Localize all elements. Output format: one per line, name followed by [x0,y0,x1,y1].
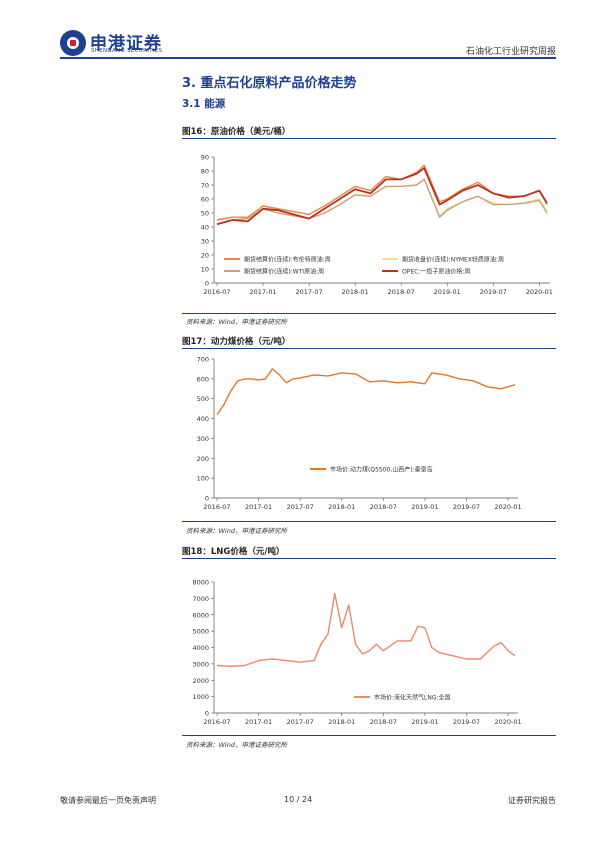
y-tick-label: 700 [197,356,209,364]
x-tick-label: 2016-07 [203,503,230,511]
company-logo-icon [60,30,86,56]
x-tick-label: 2019-07 [480,288,507,296]
y-tick-label: 1000 [192,693,209,701]
y-tick-label: 600 [197,375,209,383]
figure-16-bottom-rule [182,313,556,314]
company-logo-en: SHENGANG SECURITIES [91,48,163,54]
x-tick-label: 2017-07 [296,288,323,296]
section-title: 3. 重点石化原料产品价格走势 [182,76,357,91]
figure-17-chart: 0 100 200 300 400 500 600 700 2016-07 2017-01 2017… [197,356,522,512]
y-tick-label: 0 [205,495,209,503]
x-tick-label: 2019-01 [434,288,461,296]
y-tick-label: 4000 [192,644,209,652]
y-tick-label: 0 [205,710,209,718]
x-tick-label: 2019-01 [411,718,438,726]
x-tick-label: 2019-07 [453,718,480,726]
series-line-1 [216,368,516,416]
figure-17-bottom-rule [182,521,556,522]
y-tick-label: 3000 [192,660,209,668]
y-tick-label: 60 [201,196,209,204]
x-tick-label: 2017-07 [287,503,314,511]
y-tick-label: 40 [201,224,209,232]
series-line-2 [216,178,548,225]
header-divider [60,57,556,59]
y-tick-label: 400 [197,415,209,423]
legend-label: OPEC:一揽子原油价格:周 [402,268,470,276]
legend-label: 期货结算价(连续):WTI原油:周 [244,268,324,276]
legend-label: 期货结算价(连续):布伦特原油:周 [244,256,331,264]
x-tick-label: 2018-07 [370,718,397,726]
figure-17-top-rule [182,348,556,349]
y-tick-label: 7000 [192,595,209,603]
y-tick-label: 2000 [192,677,209,685]
x-tick-label: 2017-01 [245,718,272,726]
y-tick-label: 300 [197,435,209,443]
legend-label: 市场价:动力煤(Q5500,山西产):秦皇岛 [330,466,433,474]
x-tick-label: 2016-07 [203,288,230,296]
x-tick-label: 2018-01 [328,718,355,726]
x-tick-label: 2017-01 [245,503,272,511]
y-tick-label: 50 [201,210,209,218]
legend-label: 市场价:液化天然气LNG:全国 [374,694,451,702]
y-tick-label: 0 [205,280,209,288]
y-tick-label: 100 [197,475,209,483]
y-tick-label: 90 [201,154,209,162]
y-tick-label: 8000 [192,579,209,587]
figure-16-chart: 0 10 20 30 40 50 60 70 80 90 2016-07 2017-01 2017-07… [201,154,553,297]
y-tick-label: 10 [201,266,209,274]
figure-16-top-rule [182,138,556,139]
legend-label: 期货收盘价(连续):NYMEX轻质原油:周 [402,256,504,264]
y-tick-label: 6000 [192,611,209,619]
y-tick-label: 5000 [192,628,209,636]
y-tick-label: 500 [197,395,209,403]
footer-disclaimer: 敬请参阅最后一页免责声明 [60,796,156,805]
subsection-title: 3.1 能源 [182,98,226,110]
x-tick-label: 2017-01 [249,288,276,296]
x-tick-label: 2018-01 [328,503,355,511]
x-tick-label: 2020-01 [494,718,521,726]
figure-17-title: 图17：动力煤价格（元/吨） [182,337,291,347]
figure-18-source: 资料来源：Wind，申港证券研究所 [186,741,287,749]
figure-16-source: 资料来源：Wind，申港证券研究所 [186,318,287,326]
figure-18-bottom-rule [182,735,556,736]
figure-18-title: 图18：LNG价格（元/吨） [182,547,285,557]
x-tick-label: 2019-01 [411,503,438,511]
series-line-1 [216,164,548,221]
company-logo-cn: 申港证券 [90,34,162,54]
figure-17-source: 资料来源：Wind，申港证券研究所 [186,527,287,535]
series-line-3 [216,178,548,225]
y-tick-label: 30 [201,238,209,246]
x-tick-label: 2017-07 [287,718,314,726]
footer-report-type: 证券研究报告 [508,796,556,805]
x-tick-label: 2018-01 [342,288,369,296]
x-tick-label: 2019-07 [453,503,480,511]
page-number: 10 / 24 [284,795,313,804]
y-tick-label: 70 [201,182,209,190]
figure-16-title: 图16：原油价格（美元/桶） [182,127,291,137]
x-tick-label: 2016-07 [203,718,230,726]
x-tick-label: 2020-01 [526,288,553,296]
y-tick-label: 200 [197,455,209,463]
x-tick-label: 2018-07 [388,288,415,296]
figure-18-chart: 0 1000 2000 3000 4000 5000 6000 7000 8000 2016-07… [192,579,521,727]
x-tick-label: 2020-01 [494,503,521,511]
x-tick-label: 2018-07 [370,503,397,511]
y-tick-label: 20 [201,252,209,260]
series-line-1 [216,592,516,668]
y-tick-label: 80 [201,168,209,176]
figure-18-top-rule [182,558,556,559]
report-title: 石油化工行业研究周报 [465,47,556,57]
series-line-4 [216,167,548,226]
